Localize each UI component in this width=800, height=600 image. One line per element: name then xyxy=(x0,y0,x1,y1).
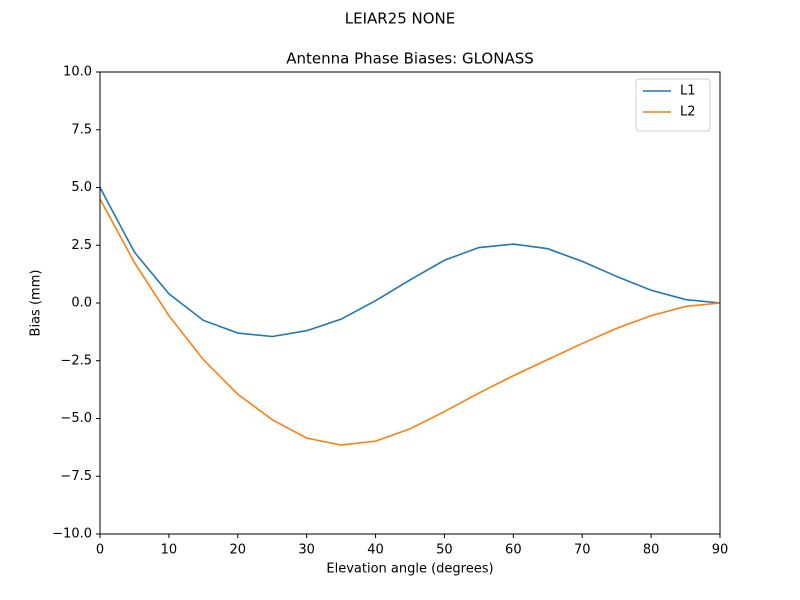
legend-label: L1 xyxy=(680,84,696,99)
y-tick-label: 7.5 xyxy=(71,122,92,137)
x-tick-label: 10 xyxy=(161,543,178,558)
x-tick-label: 40 xyxy=(367,543,384,558)
y-tick-label: 0.0 xyxy=(71,296,92,311)
y-tick-label: 2.5 xyxy=(71,238,92,253)
suptitle: LEIAR25 NONE xyxy=(345,10,456,28)
y-tick-label: 5.0 xyxy=(71,180,92,195)
y-tick-label: −2.5 xyxy=(60,353,92,368)
y-tick-label: −7.5 xyxy=(60,469,92,484)
y-tick-label: −5.0 xyxy=(60,411,92,426)
x-tick-label: 50 xyxy=(436,543,453,558)
y-tick-label: −10.0 xyxy=(52,527,92,542)
line-series xyxy=(99,198,721,446)
line-series xyxy=(99,187,721,338)
x-tick-label: 20 xyxy=(230,543,247,558)
y-tick-label: 10.0 xyxy=(63,65,92,80)
x-axis-label: Elevation angle (degrees) xyxy=(326,562,493,577)
x-tick-label: 30 xyxy=(298,543,315,558)
legend-box xyxy=(635,78,711,132)
plot-frame xyxy=(99,71,721,535)
x-tick-label: 90 xyxy=(712,543,729,558)
chart-title: Antenna Phase Biases: GLONASS xyxy=(286,50,534,68)
x-tick-label: 60 xyxy=(505,543,522,558)
x-tick-label: 0 xyxy=(96,543,104,558)
x-tick-label: 80 xyxy=(643,543,660,558)
x-tick-label: 70 xyxy=(574,543,591,558)
legend-label: L2 xyxy=(680,105,696,120)
y-axis-label: Bias (mm) xyxy=(29,270,44,337)
